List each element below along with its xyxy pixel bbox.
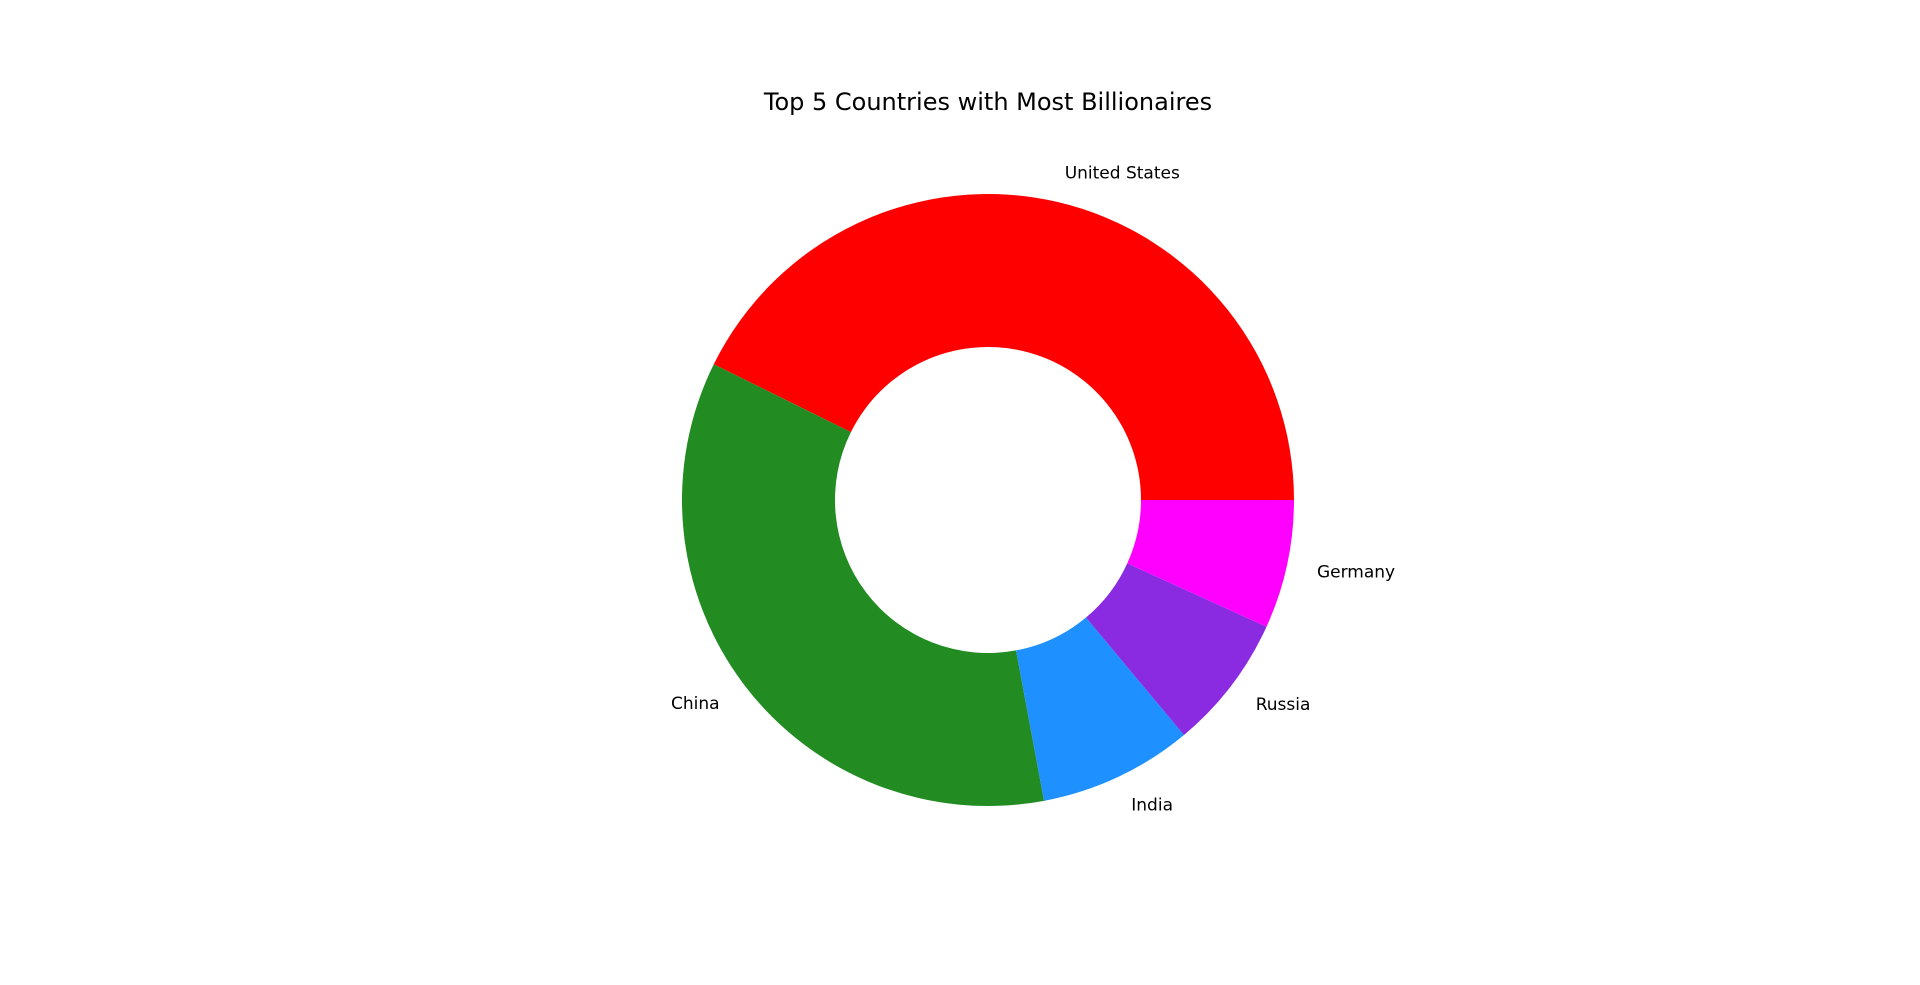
slice-label-india: India: [1131, 796, 1173, 816]
slice-label-germany: Germany: [1317, 562, 1395, 582]
slices-group: [681, 193, 1294, 807]
chart-title: Top 5 Countries with Most Billionaires: [763, 88, 1212, 116]
slice-india: [1016, 617, 1184, 801]
slice-label-china: China: [671, 694, 720, 714]
slice-labels-group: United States China India Russia Germany: [671, 163, 1395, 815]
slice-germany: [1127, 500, 1294, 627]
slice-label-russia: Russia: [1256, 695, 1311, 715]
slice-china: [681, 364, 1045, 807]
slice-russia: [1085, 563, 1267, 736]
slice-united-states: [713, 193, 1294, 500]
slice-label-united-states: United States: [1065, 163, 1180, 183]
